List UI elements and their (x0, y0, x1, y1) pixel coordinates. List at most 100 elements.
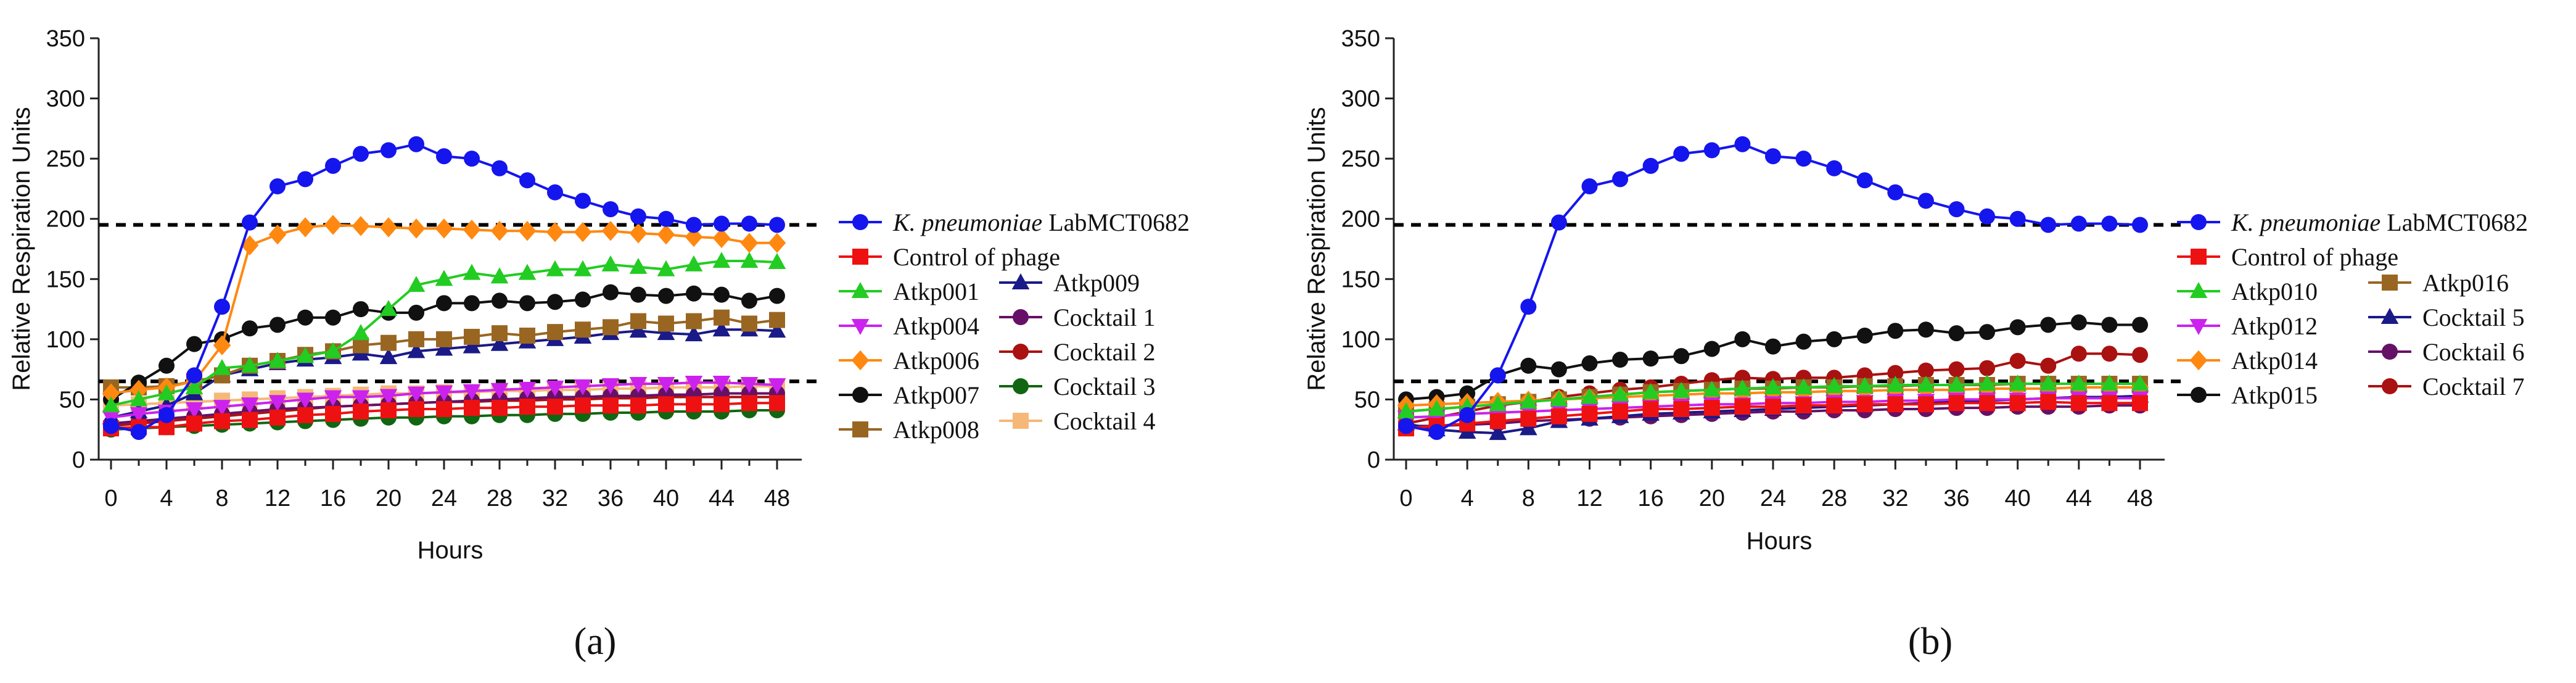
legend-label: K. pneumoniae LabMCT0682 (892, 209, 1190, 236)
data-point (2132, 317, 2148, 333)
data-point (324, 342, 342, 358)
data-point (1856, 396, 1873, 413)
data-point (130, 407, 148, 423)
data-point (740, 252, 759, 268)
data-point (1550, 214, 1567, 231)
data-point (714, 396, 730, 413)
data-point (575, 291, 591, 308)
data-point (464, 295, 480, 312)
data-point (1520, 299, 1537, 315)
legend-entry: Atkp004 (839, 312, 979, 340)
y-tick-label: 0 (1367, 447, 1380, 473)
data-point (353, 301, 369, 318)
data-point (769, 217, 785, 233)
data-point (630, 286, 646, 303)
legend-marker (1013, 309, 1029, 325)
legend-marker (852, 214, 868, 230)
data-point (325, 157, 341, 174)
data-point (2132, 395, 2148, 412)
data-point (297, 309, 313, 326)
legend-label: K. pneumoniae LabMCT0682 (2231, 209, 2528, 236)
y-axis-label: Relative Respiration Units (8, 107, 35, 391)
legend-entry: Cocktail 4 (999, 407, 1156, 435)
data-point (1979, 395, 1996, 412)
data-point (1856, 328, 1873, 344)
data-point (546, 380, 564, 397)
data-point (629, 223, 648, 244)
data-point (2101, 375, 2118, 391)
legend-marker (2189, 350, 2208, 371)
data-point (2070, 314, 2087, 331)
y-tick-label: 150 (46, 267, 85, 292)
data-point (712, 228, 731, 249)
data-point (213, 335, 231, 355)
data-point (547, 294, 563, 310)
legend-marker (851, 282, 870, 299)
legend-entry: Atkp014 (2177, 347, 2318, 375)
series-atkp004 (102, 376, 786, 427)
data-point (1795, 151, 1812, 167)
data-point (547, 184, 563, 201)
data-point (685, 376, 703, 392)
data-point (1887, 396, 1904, 413)
data-point (712, 320, 731, 337)
data-point (379, 389, 398, 405)
data-point (490, 220, 509, 241)
data-point (1489, 367, 1506, 384)
data-point (741, 215, 757, 232)
x-tick-label: 12 (265, 486, 290, 511)
series-control-of-phage (103, 395, 785, 437)
data-point (435, 270, 453, 286)
data-point (2101, 395, 2118, 412)
data-point (241, 397, 259, 414)
data-point (1734, 136, 1751, 152)
y-tick-label: 250 (1341, 146, 1380, 172)
data-point (714, 215, 730, 232)
data-point (270, 178, 286, 195)
data-point (2009, 319, 2026, 336)
legend-marker (2191, 249, 2207, 265)
data-point (325, 309, 341, 326)
data-point (102, 396, 120, 413)
data-point (630, 313, 646, 329)
data-point (2009, 352, 2026, 369)
data-point (629, 377, 648, 394)
data-point (381, 142, 397, 159)
data-point (1703, 142, 1720, 159)
data-point (575, 321, 591, 338)
data-point (242, 214, 258, 231)
data-point (1917, 321, 1934, 338)
data-point (1581, 178, 1598, 195)
legend-marker (2382, 275, 2398, 291)
data-point (435, 339, 453, 356)
data-point (769, 288, 785, 304)
data-point (518, 220, 537, 241)
y-tick-label: 100 (1341, 327, 1380, 353)
x-tick-label: 4 (1461, 486, 1474, 511)
legend-label: Cocktail 7 (2422, 373, 2525, 400)
data-point (1703, 400, 1720, 416)
data-point (381, 334, 397, 351)
y-tick-label: 300 (46, 86, 85, 112)
data-point (1979, 208, 1996, 225)
data-point (1826, 331, 1843, 347)
legend-marker (2191, 214, 2207, 230)
data-point (1703, 380, 1721, 397)
series-k-pneumoniae-labmct0682 (1398, 136, 2148, 441)
data-point (712, 252, 731, 268)
data-point (1917, 376, 1935, 392)
y-tick-label: 150 (1341, 267, 1380, 292)
data-point (157, 384, 176, 400)
data-point (1825, 377, 1843, 394)
data-point (547, 324, 563, 341)
legend-entry: Atkp012 (2177, 312, 2318, 340)
data-point (1673, 146, 1690, 162)
x-tick-label: 8 (215, 486, 228, 511)
data-point (353, 146, 369, 162)
data-point (1826, 397, 1843, 414)
data-point (1581, 387, 1599, 404)
data-point (1520, 357, 1537, 374)
x-tick-label: 36 (598, 486, 623, 511)
data-point (436, 295, 452, 312)
